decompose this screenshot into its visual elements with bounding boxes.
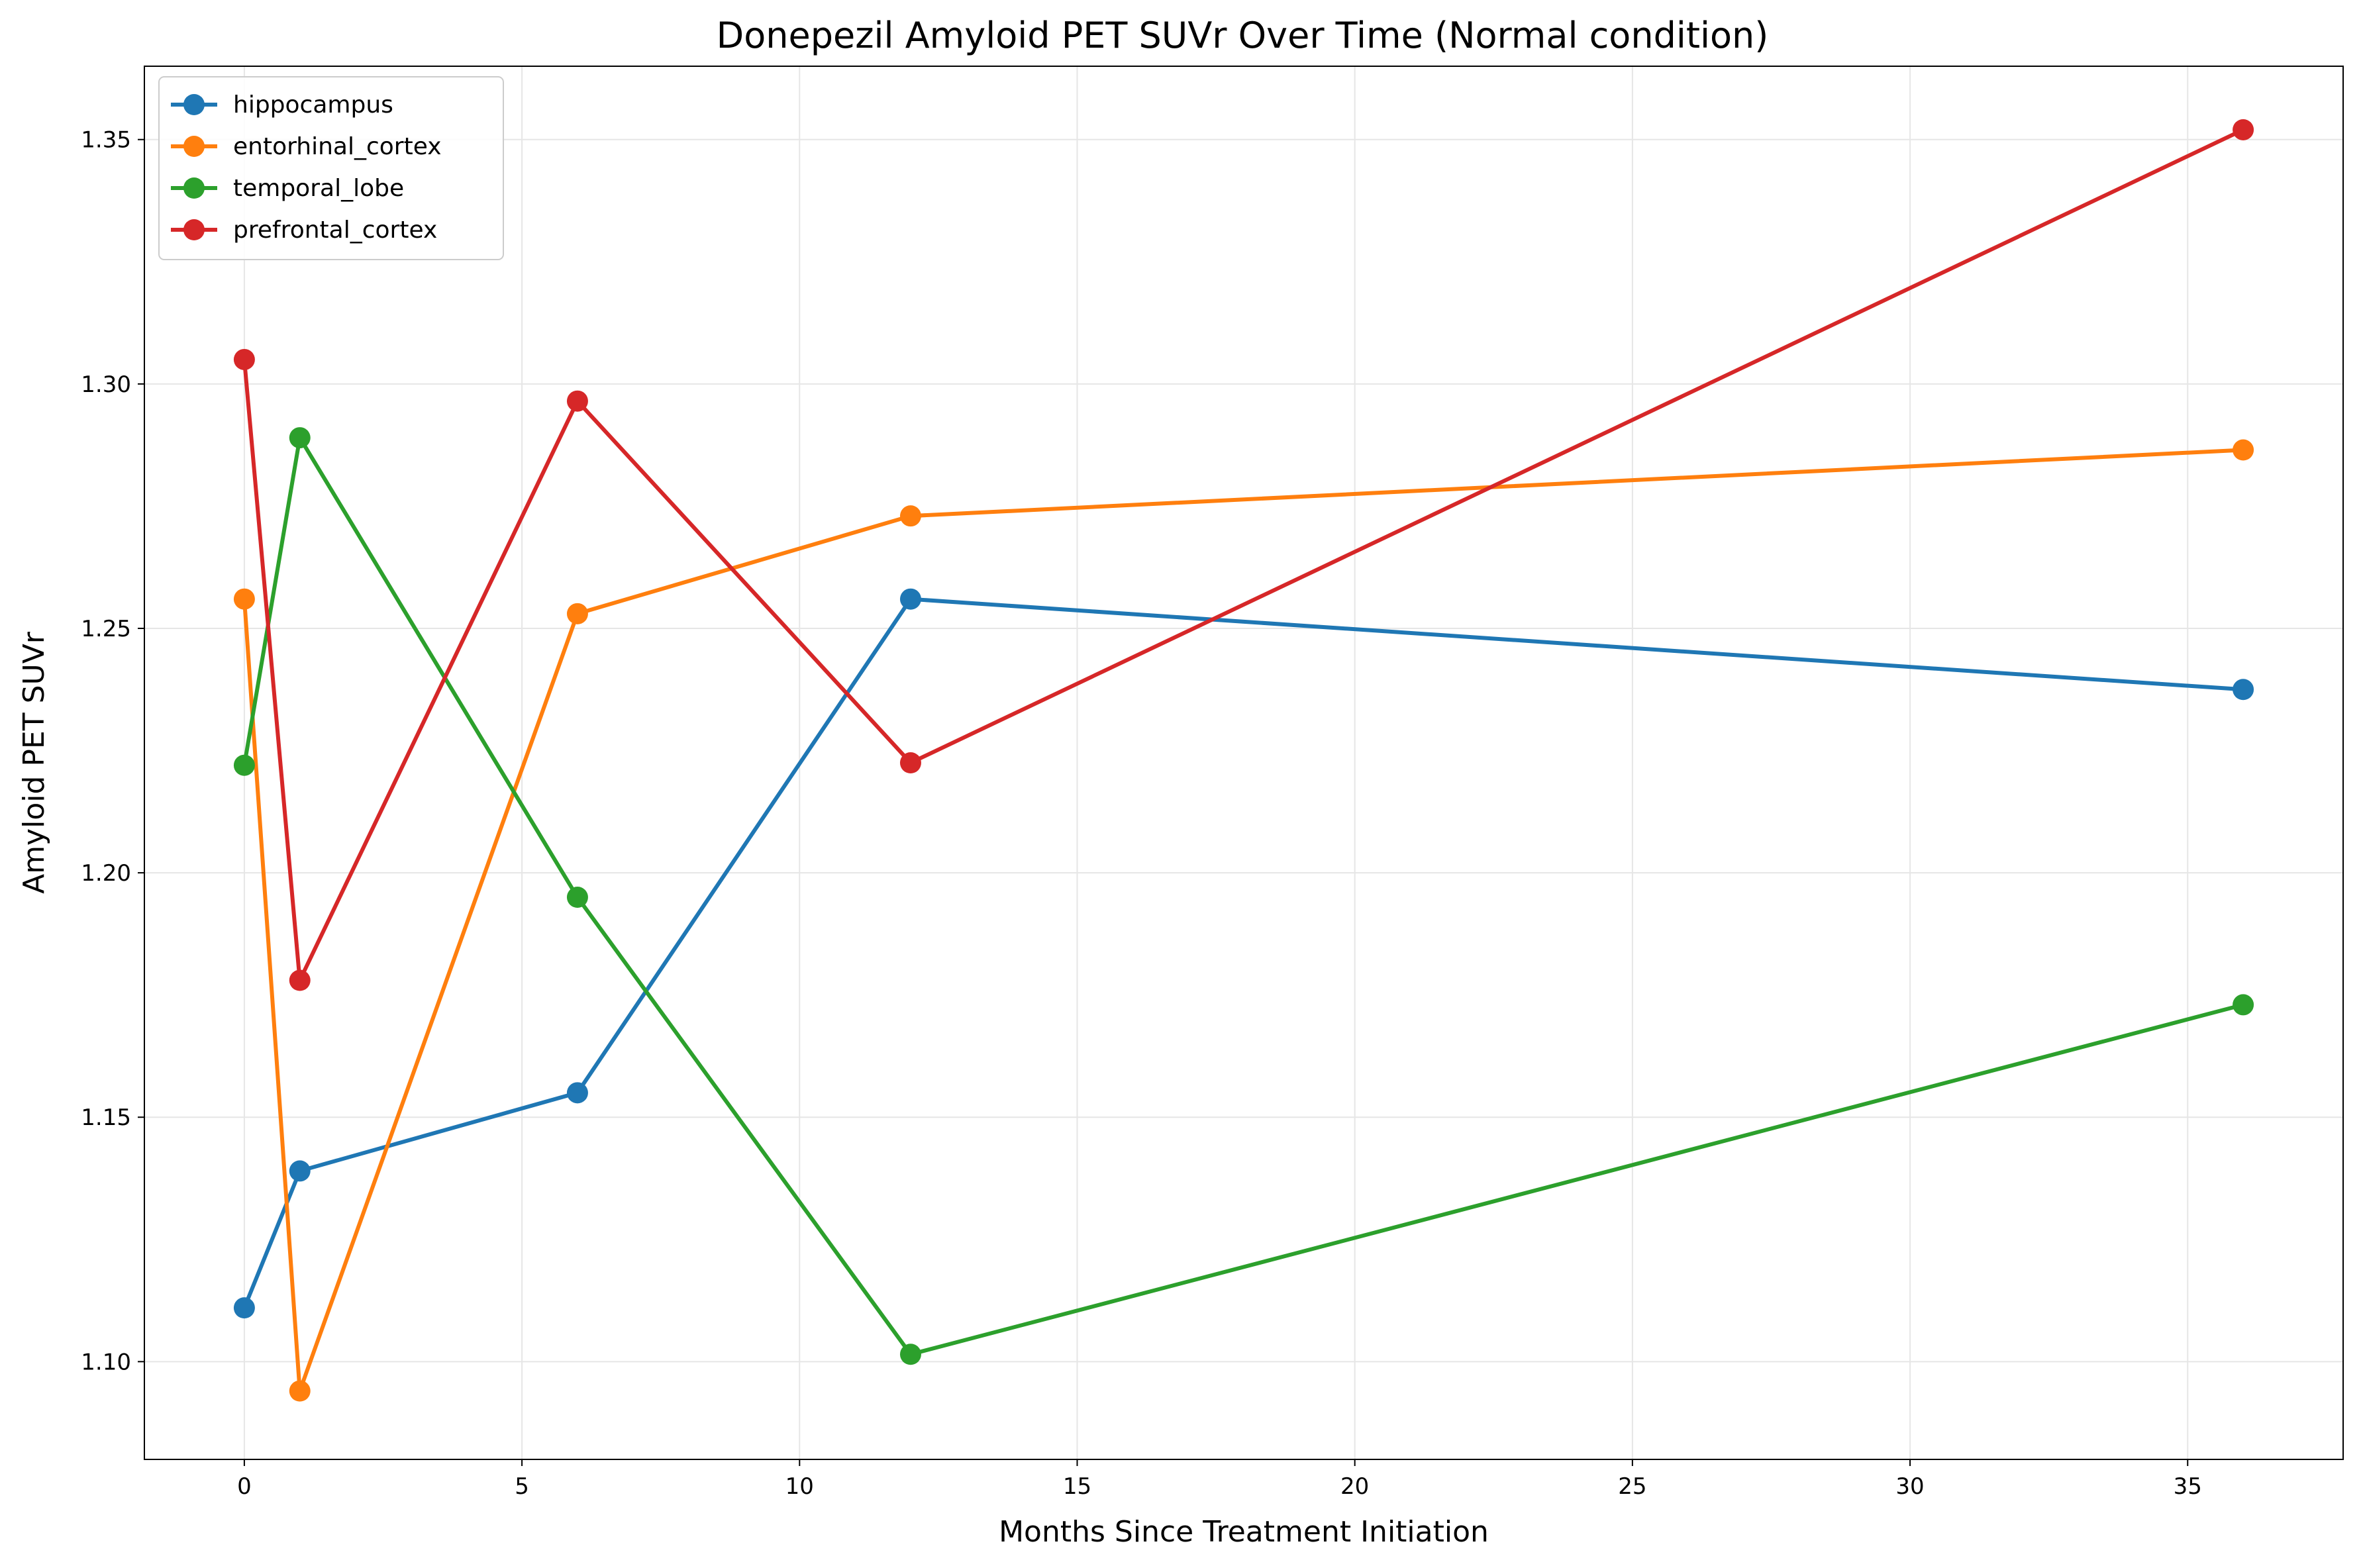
legend-label: entorhinal_cortex <box>233 133 442 160</box>
x-tick-label: 25 <box>1618 1473 1646 1500</box>
data-point <box>899 505 921 527</box>
data-point <box>2233 994 2254 1016</box>
x-tick-label: 10 <box>785 1473 814 1500</box>
data-point <box>233 1297 255 1319</box>
data-point <box>289 969 311 991</box>
data-point <box>566 1082 588 1104</box>
data-point <box>2233 679 2254 701</box>
data-point <box>289 1160 311 1182</box>
legend-item: temporal_lobe <box>171 175 404 202</box>
chart-title: Donepezil Amyloid PET SUVr Over Time (No… <box>717 15 1769 56</box>
plot-area-frame <box>144 66 2344 1460</box>
x-axis-label: Months Since Treatment Initiation <box>999 1515 1489 1549</box>
data-point <box>289 427 311 449</box>
legend-swatch-marker <box>183 94 205 115</box>
series-lines <box>233 119 2254 1402</box>
data-point <box>566 603 588 624</box>
data-point <box>289 1380 311 1402</box>
legend: hippocampus entorhinal_cortex temporal_lob… <box>158 76 504 260</box>
y-axis: 1.10 1.15 1.20 1.25 1.30 1.35 <box>81 127 144 1375</box>
data-point <box>2233 439 2254 461</box>
legend-box <box>158 76 504 260</box>
legend-item: entorhinal_cortex <box>171 133 442 160</box>
y-tick-label: 1.35 <box>81 127 131 154</box>
y-axis-label: Amyloid PET SUVr <box>17 631 51 894</box>
series-prefrontal_cortex <box>233 119 2254 991</box>
data-point <box>899 1344 921 1365</box>
data-point <box>899 752 921 773</box>
x-tick-label: 35 <box>2174 1473 2202 1500</box>
x-tick-label: 30 <box>1895 1473 1924 1500</box>
x-tick-label: 0 <box>237 1473 252 1500</box>
legend-label: hippocampus <box>233 91 393 119</box>
legend-label: prefrontal_cortex <box>233 217 437 244</box>
series-temporal_lobe <box>233 427 2254 1365</box>
series-hippocampus <box>233 588 2254 1319</box>
y-tick-label: 1.25 <box>81 616 131 642</box>
legend-label: temporal_lobe <box>233 175 404 202</box>
legend-swatch-marker <box>183 177 205 199</box>
data-point <box>566 887 588 908</box>
x-tick-label: 20 <box>1340 1473 1369 1500</box>
series-entorhinal_cortex <box>233 439 2254 1402</box>
y-tick-label: 1.15 <box>81 1104 131 1131</box>
x-axis: 0 5 10 15 20 25 30 35 <box>237 1459 2202 1500</box>
data-point <box>2233 119 2254 140</box>
x-tick-label: 5 <box>515 1473 529 1500</box>
y-tick-label: 1.20 <box>81 860 131 887</box>
legend-item: prefrontal_cortex <box>171 217 437 244</box>
data-point <box>233 588 255 610</box>
legend-swatch-marker <box>183 136 205 157</box>
data-point <box>233 754 255 776</box>
legend-swatch-marker <box>183 219 205 240</box>
y-tick-label: 1.30 <box>81 371 131 398</box>
legend-item: hippocampus <box>171 91 393 119</box>
data-point <box>566 390 588 412</box>
data-point <box>233 348 255 370</box>
x-tick-label: 15 <box>1063 1473 1091 1500</box>
data-point <box>899 588 921 610</box>
y-tick-label: 1.10 <box>81 1349 131 1375</box>
